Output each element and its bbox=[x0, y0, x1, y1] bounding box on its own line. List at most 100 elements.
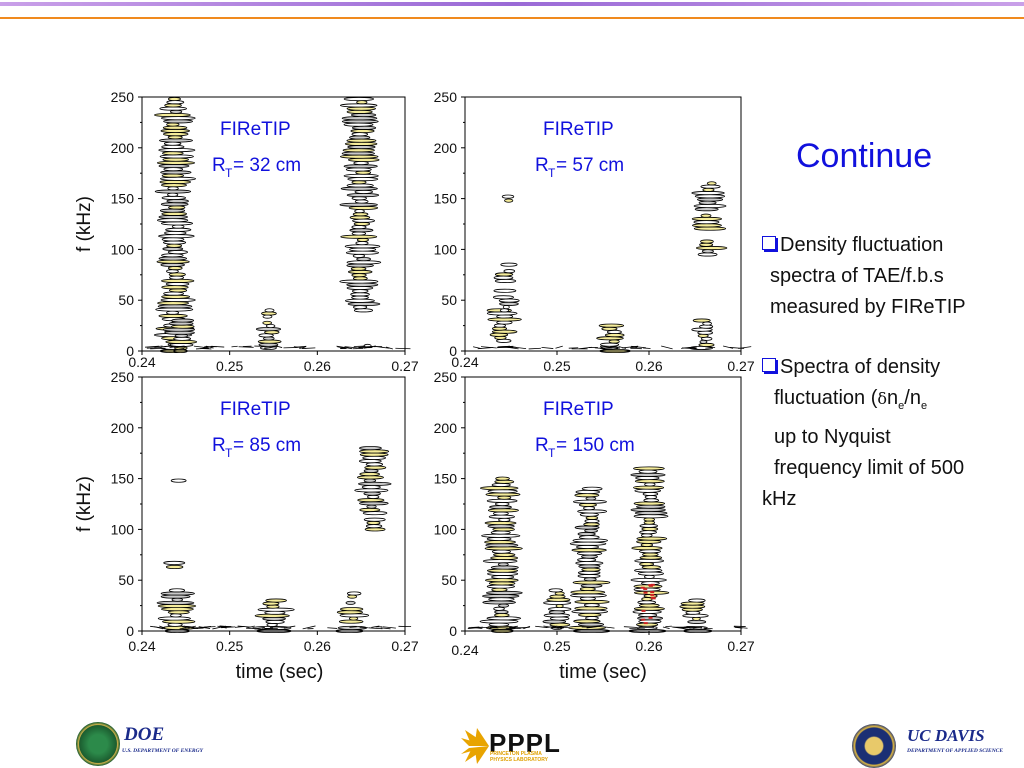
spectral-mark-0 bbox=[170, 613, 182, 618]
x-tick-label-0.24: 0.24 bbox=[451, 642, 478, 658]
checkbox-bullet-icon bbox=[762, 358, 776, 372]
panel-label-value: = 57 cm bbox=[556, 155, 624, 176]
spectral-mark-5 bbox=[359, 446, 382, 451]
spectral-mark-0 bbox=[161, 211, 188, 216]
spectral-mark-0 bbox=[165, 282, 190, 287]
panel-label-title: FIReTIP bbox=[543, 119, 614, 140]
y-tick-label-100: 100 bbox=[111, 521, 135, 537]
spectral-mark-0 bbox=[162, 151, 184, 156]
spectral-mark-3 bbox=[258, 333, 274, 338]
noise-floor-mark bbox=[340, 347, 349, 349]
spectral-mark-0 bbox=[155, 307, 194, 312]
spectral-mark-0 bbox=[171, 597, 183, 602]
spectral-mark-4 bbox=[352, 212, 369, 217]
noise-floor-mark bbox=[371, 625, 380, 628]
spectral-mark-5 bbox=[359, 452, 389, 457]
spectral-mark-0 bbox=[166, 122, 180, 127]
spectral-mark-0 bbox=[482, 559, 518, 564]
spectral-mark-2 bbox=[581, 486, 603, 491]
pppl-sunburst-icon bbox=[461, 728, 489, 764]
noise-floor-mark bbox=[395, 347, 411, 350]
noise-floor-mark bbox=[193, 345, 208, 349]
y-tick-label-200: 200 bbox=[111, 140, 135, 156]
spectral-mark-4 bbox=[351, 180, 367, 185]
spectral-mark-4 bbox=[351, 231, 367, 236]
accent-rule-orange bbox=[0, 17, 1024, 19]
noise-floor-mark bbox=[145, 345, 160, 348]
spectral-mark-3 bbox=[635, 476, 660, 481]
spectral-mark-4 bbox=[694, 207, 719, 212]
spectral-mark-0 bbox=[494, 613, 510, 618]
y-tick-label-150: 150 bbox=[111, 471, 135, 487]
x-tick-label-0.24: 0.24 bbox=[128, 354, 155, 370]
spectral-mark-3 bbox=[639, 603, 660, 608]
spectral-mark-3 bbox=[633, 606, 665, 611]
spectral-mark-0 bbox=[154, 189, 192, 194]
noise-floor-mark bbox=[382, 626, 396, 629]
spectral-mark-0 bbox=[160, 202, 189, 207]
spectral-mark-4 bbox=[346, 109, 373, 114]
spectral-mark-0 bbox=[164, 230, 187, 235]
spectral-mark-3 bbox=[636, 504, 666, 509]
noise-floor-mark bbox=[170, 346, 185, 349]
noise-floor-mark bbox=[302, 625, 316, 630]
y-tick-label-50: 50 bbox=[118, 572, 134, 588]
noise-floor-mark bbox=[723, 345, 734, 349]
spectral-mark-0 bbox=[166, 243, 183, 248]
spectral-mark-2 bbox=[575, 561, 604, 566]
spectral-mark-2 bbox=[493, 275, 514, 280]
uc-davis-logo-subtext: DEPARTMENT OF APPLIED SCIENCE bbox=[907, 748, 1004, 754]
spectral-mark-5 bbox=[366, 504, 377, 509]
spectral-mark-4 bbox=[702, 187, 715, 192]
spectral-mark-0 bbox=[161, 278, 195, 283]
noise-floor-mark bbox=[541, 346, 554, 349]
spectral-mark-4 bbox=[351, 295, 369, 300]
x-tick-label-0.25: 0.25 bbox=[216, 638, 243, 654]
x-tick-label-0.25: 0.25 bbox=[543, 638, 570, 654]
spectral-mark-4 bbox=[341, 119, 379, 124]
noise-floor-mark bbox=[631, 345, 646, 349]
spectral-mark-0 bbox=[486, 616, 522, 621]
spectral-mark-3 bbox=[601, 326, 618, 331]
spectral-mark-3 bbox=[642, 491, 659, 496]
x-tick-label-0.27: 0.27 bbox=[727, 358, 754, 374]
spectral-mark-0 bbox=[492, 527, 515, 532]
spectral-mark-3 bbox=[264, 330, 280, 335]
spectral-mark-2 bbox=[575, 489, 600, 494]
panel-label-title: FIReTIP bbox=[220, 119, 291, 140]
spectral-mark-4 bbox=[336, 610, 363, 615]
spectral-mark-4 bbox=[340, 234, 378, 239]
y-tick-label-50: 50 bbox=[118, 292, 134, 308]
spectral-mark-3 bbox=[633, 485, 665, 490]
spectral-mark-3 bbox=[633, 501, 666, 506]
spectral-mark-2 bbox=[577, 509, 608, 514]
spectral-mark-0 bbox=[491, 482, 511, 487]
spectral-mark-5 bbox=[692, 318, 711, 323]
noise-floor-mark bbox=[237, 625, 252, 628]
spectral-mark-5 bbox=[363, 491, 381, 496]
x-axis-label: time (sec) bbox=[559, 661, 647, 683]
spectral-mark-4 bbox=[697, 197, 724, 202]
spectral-mark-0 bbox=[493, 552, 516, 557]
bullet-1-line-1: Density fluctuation bbox=[780, 234, 944, 256]
spectral-mark-3 bbox=[630, 507, 666, 512]
panel-label-sub: T bbox=[225, 446, 233, 460]
spectral-peak-mark bbox=[640, 586, 645, 589]
spectral-mark-4 bbox=[347, 177, 379, 182]
spectral-mark-3 bbox=[633, 514, 669, 519]
spectral-mark-4 bbox=[353, 221, 371, 226]
spectral-peak-mark bbox=[643, 622, 648, 625]
spectral-mark-5 bbox=[362, 511, 388, 516]
spectral-mark-0 bbox=[156, 259, 190, 264]
spectral-mark-2 bbox=[577, 574, 601, 579]
spectral-mark-4 bbox=[691, 191, 725, 196]
spectral-mark-1 bbox=[542, 619, 567, 624]
spectral-mark-2 bbox=[500, 262, 518, 267]
spectral-mark-4 bbox=[342, 148, 375, 153]
spectral-mark-0 bbox=[158, 148, 196, 153]
noise-floor-mark bbox=[535, 625, 547, 628]
y-tick-label-0: 0 bbox=[126, 623, 134, 639]
spectral-mark-4 bbox=[351, 273, 367, 278]
spectral-mark-3 bbox=[263, 336, 275, 341]
y-tick-label-250: 250 bbox=[111, 369, 135, 385]
